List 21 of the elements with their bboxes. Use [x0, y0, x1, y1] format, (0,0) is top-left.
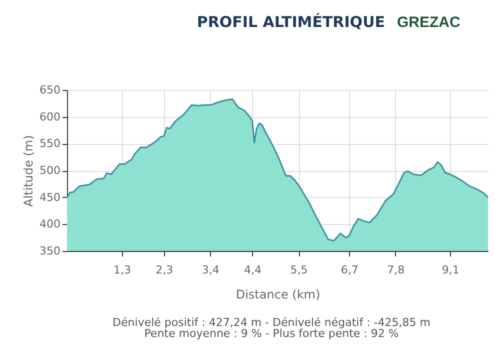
chart-subtitle: GREZAC — [397, 14, 460, 31]
chart-title: PROFIL ALTIMÉTRIQUE — [196, 13, 385, 31]
x-tick-label: 3,4 — [202, 264, 220, 276]
x-axis-title: Distance (km) — [236, 288, 320, 302]
y-tick-label: 650 — [40, 84, 60, 96]
x-tick-label: 6,7 — [340, 264, 358, 276]
y-tick-label: 450 — [40, 190, 60, 204]
x-tick-label: 5,5 — [290, 264, 308, 276]
y-tick-label: 400 — [40, 218, 60, 231]
x-tick-label: 4,4 — [244, 264, 262, 276]
text: Dénivelé positif : 427,24 m - Dénivelé négatif : -425,85 m — [112, 316, 430, 329]
x-tick-label: 7,8 — [387, 264, 405, 276]
x-tick-label: 2,3 — [156, 264, 174, 276]
y-tick-label: 550 — [40, 137, 60, 150]
y-axis-title: Altitude (m) — [22, 135, 36, 207]
text: Pente moyenne : 9 % - Plus forte pente : 92 % — [144, 327, 399, 340]
y-tick-label: 500 — [40, 164, 60, 177]
x-tick-label: 1,3 — [113, 264, 131, 276]
y-tick-label: 600 — [40, 110, 60, 124]
x-tick-label: 9,1 — [442, 264, 460, 276]
y-tick-label: 350 — [40, 244, 60, 258]
